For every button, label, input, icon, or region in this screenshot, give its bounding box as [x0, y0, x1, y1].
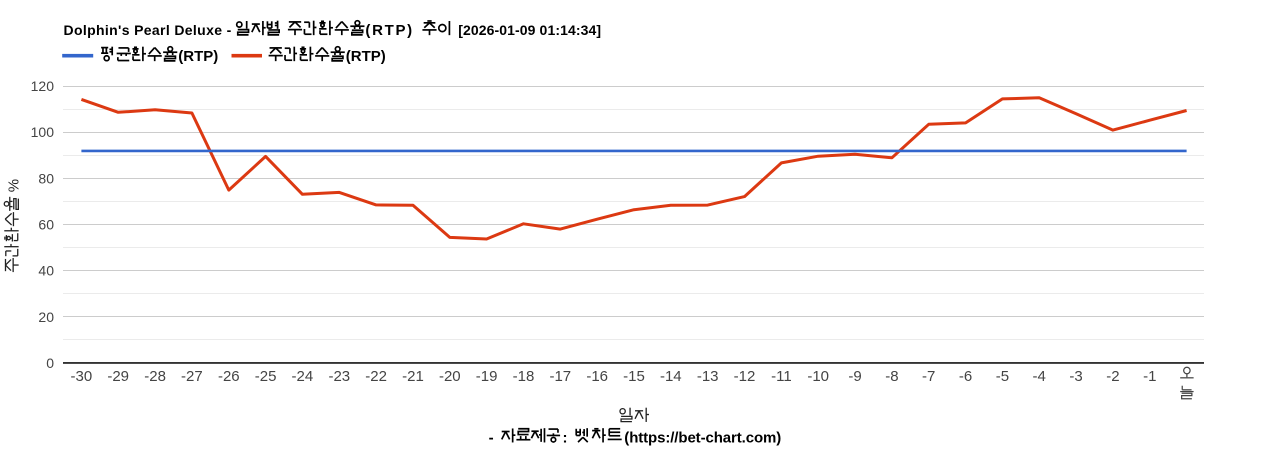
svg-text:-12: -12 [734, 368, 756, 385]
svg-text:(RTP): (RTP) [346, 48, 386, 65]
svg-text:-29: -29 [107, 368, 129, 385]
svg-text:0: 0 [46, 355, 54, 371]
svg-text:-25: -25 [255, 368, 277, 385]
svg-text:-15: -15 [623, 368, 645, 385]
svg-text:-17: -17 [549, 368, 571, 385]
svg-text:-23: -23 [328, 368, 350, 385]
svg-text:-3: -3 [1069, 368, 1082, 385]
svg-text:(RTP): (RTP) [365, 22, 414, 39]
svg-text:-22: -22 [365, 368, 387, 385]
svg-text:40: 40 [38, 263, 54, 279]
svg-text:[2026-01-09 01:14:34]: [2026-01-09 01:14:34] [458, 22, 601, 38]
svg-text:-11: -11 [771, 368, 792, 385]
svg-text::: : [563, 429, 568, 446]
svg-text:120: 120 [31, 78, 55, 94]
svg-text:-14: -14 [660, 368, 682, 385]
svg-text:100: 100 [31, 124, 55, 140]
svg-text:(https://bet-chart.com): (https://bet-chart.com) [624, 429, 781, 446]
svg-text:(RTP): (RTP) [178, 48, 218, 65]
svg-text:60: 60 [38, 217, 54, 233]
svg-text:%: % [6, 179, 23, 192]
svg-text:-16: -16 [586, 368, 608, 385]
svg-text:-21: -21 [402, 368, 424, 385]
svg-text:-7: -7 [922, 368, 935, 385]
svg-text:-2: -2 [1106, 368, 1119, 385]
svg-text:-6: -6 [959, 368, 972, 385]
svg-text:-28: -28 [144, 368, 166, 385]
svg-text:-13: -13 [697, 368, 719, 385]
svg-text:-10: -10 [807, 368, 829, 385]
svg-text:-27: -27 [181, 368, 203, 385]
svg-text:-5: -5 [996, 368, 1009, 385]
svg-text:-19: -19 [476, 368, 498, 385]
svg-text:-26: -26 [218, 368, 240, 385]
svg-text:-30: -30 [71, 368, 93, 385]
svg-text:-9: -9 [848, 368, 861, 385]
svg-text:80: 80 [38, 170, 54, 186]
svg-text:-8: -8 [885, 368, 898, 385]
svg-text:-18: -18 [513, 368, 535, 385]
svg-text:20: 20 [38, 309, 54, 325]
svg-text:-20: -20 [439, 368, 461, 385]
svg-text:-1: -1 [1143, 368, 1156, 385]
svg-text:-4: -4 [1033, 368, 1046, 385]
svg-text:Dolphin's Pearl Deluxe -: Dolphin's Pearl Deluxe - [64, 22, 232, 38]
svg-text:-: - [489, 429, 494, 446]
svg-text:-24: -24 [292, 368, 314, 385]
